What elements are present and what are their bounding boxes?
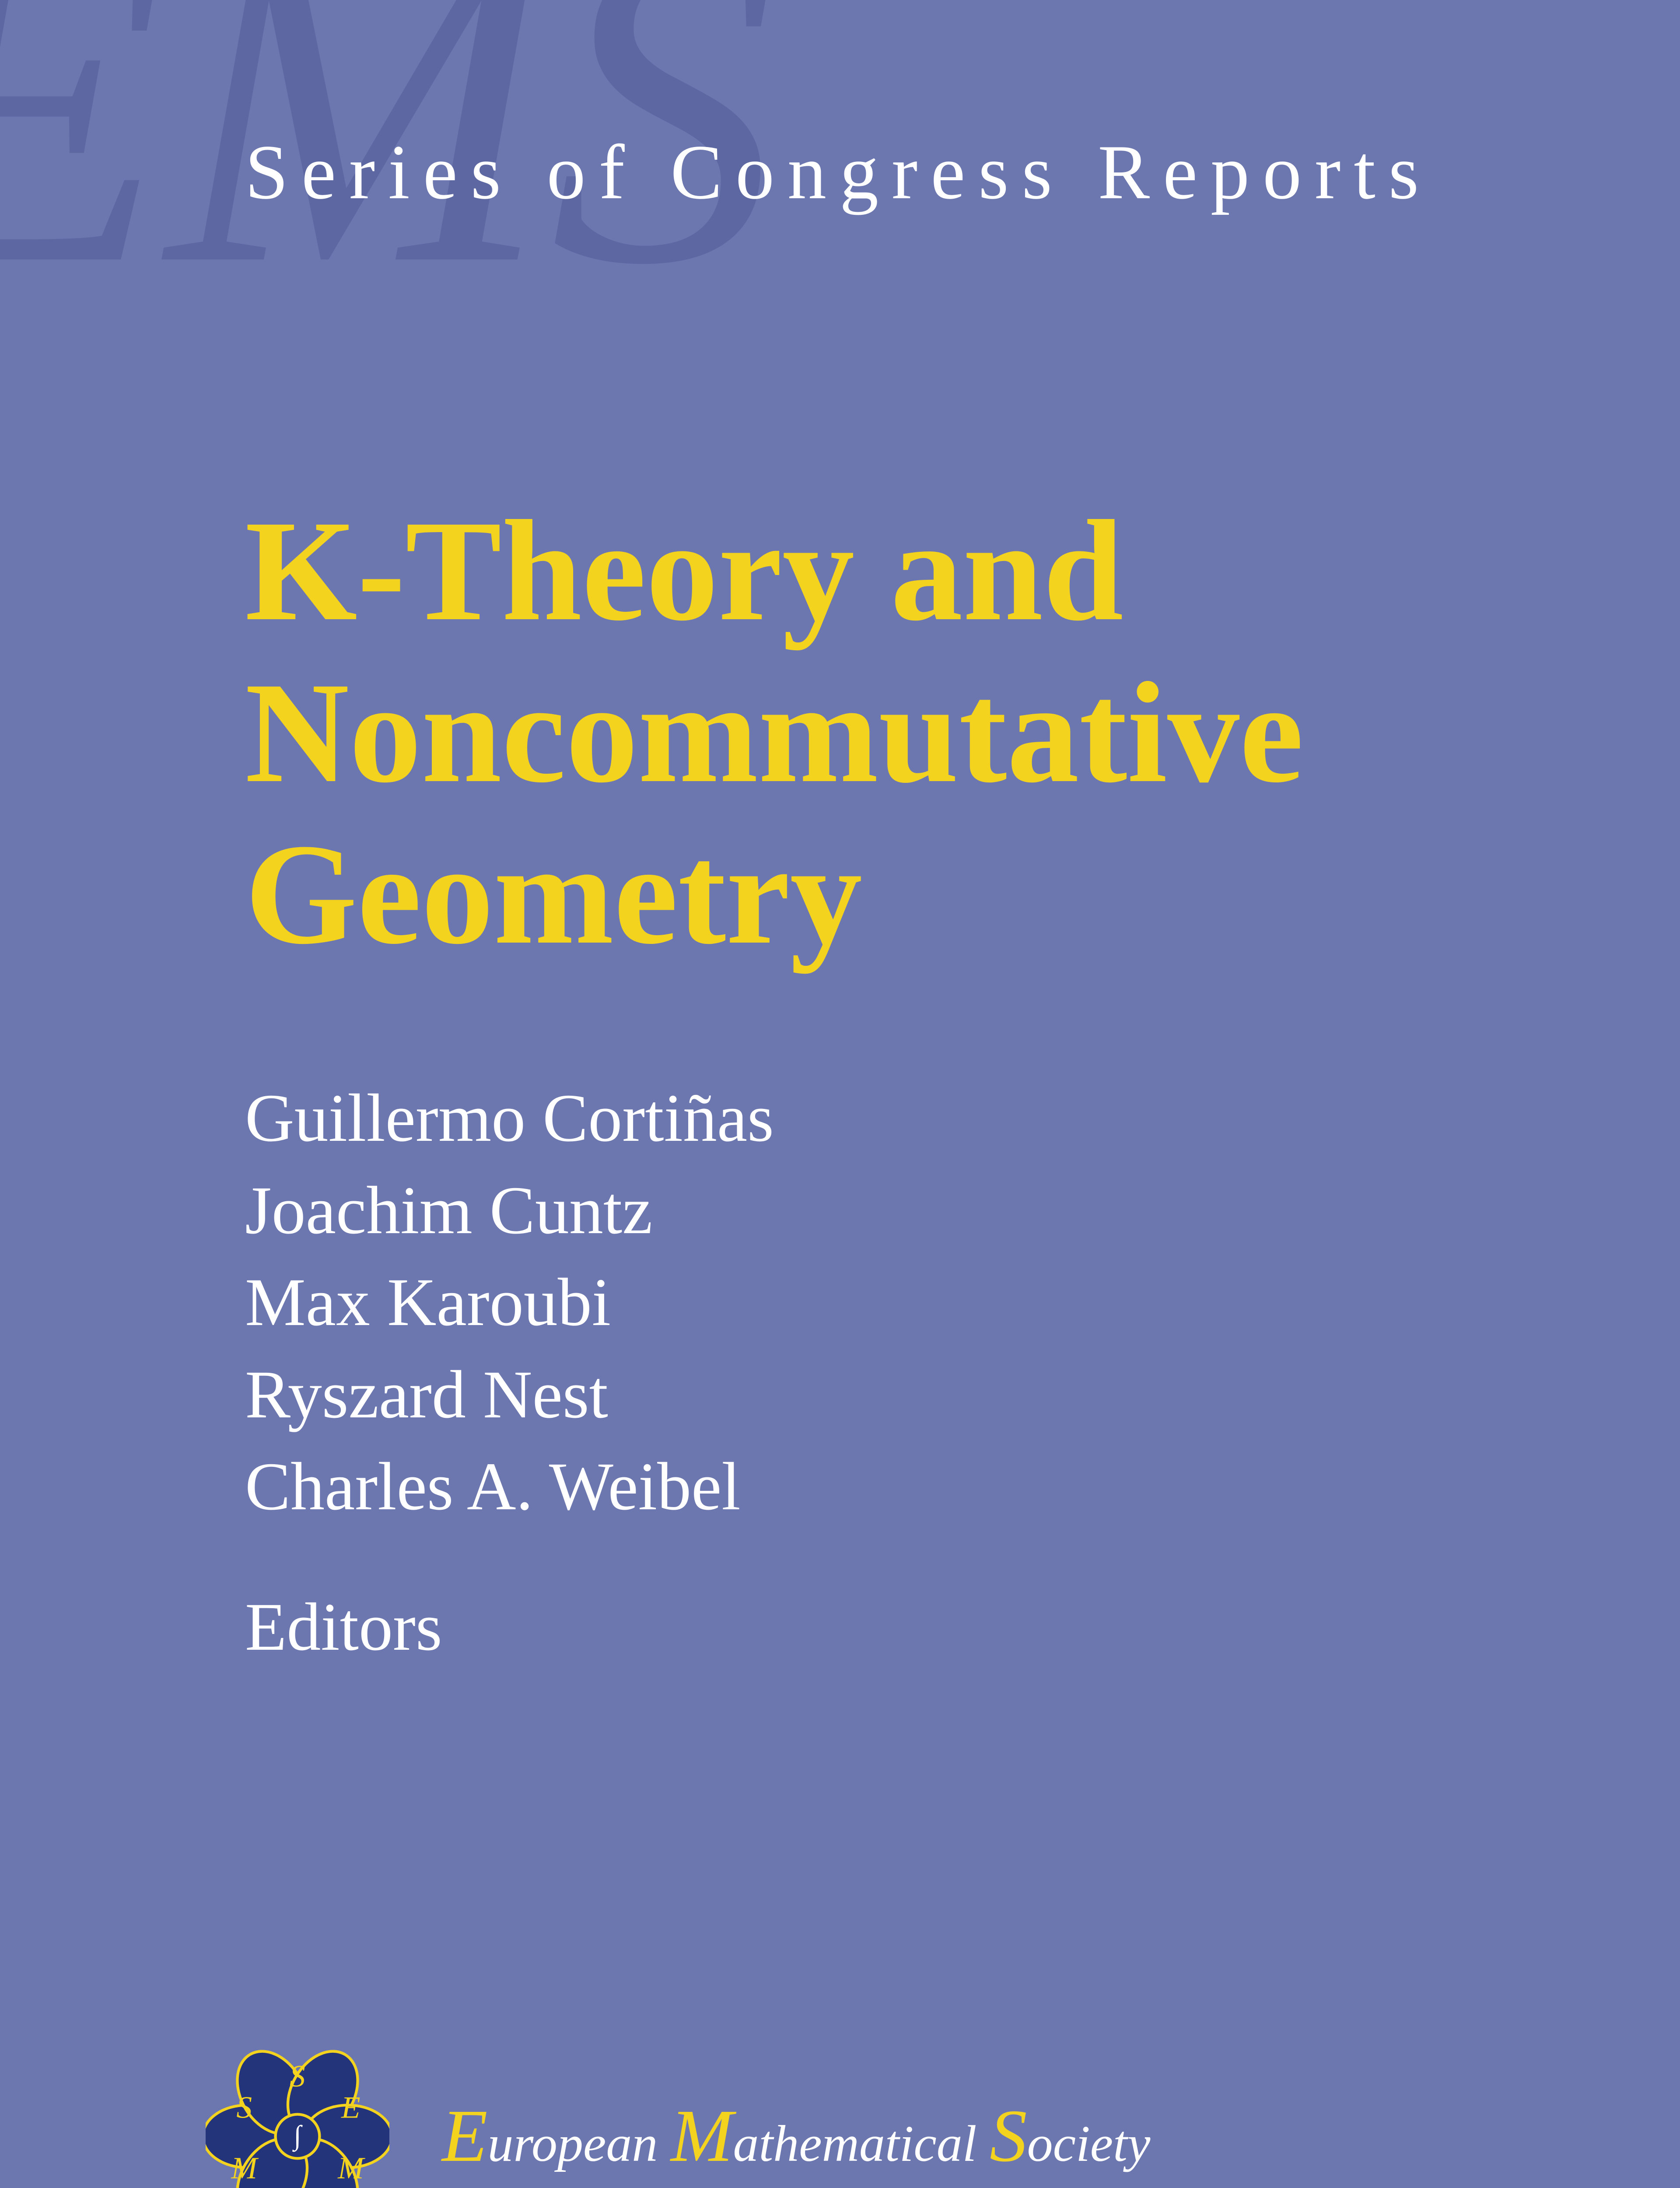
footer: SEMEMS∫ European Mathematical Society xyxy=(206,2044,1150,2188)
title-line-2: Noncommutative xyxy=(245,652,1304,814)
svg-text:S: S xyxy=(236,2090,252,2125)
svg-text:M: M xyxy=(337,2151,365,2185)
publisher-rest-3: ociety xyxy=(1027,2115,1151,2172)
series-title: Series of Congress Reports xyxy=(245,127,1432,217)
book-title: K-Theory and Noncommutative Geometry xyxy=(245,490,1304,975)
svg-text:M: M xyxy=(231,2151,259,2185)
publisher-rest-1: uropean xyxy=(488,2115,658,2172)
editors-block: Guillermo CortiñasJoachim CuntzMax Karou… xyxy=(245,1072,774,1673)
publisher-name: European Mathematical Society xyxy=(442,2093,1150,2179)
publisher-cap-3: S xyxy=(990,2095,1027,2177)
publisher-cap-2: M xyxy=(671,2095,733,2177)
ems-logo-svg: SEMEMS∫ xyxy=(206,2044,389,2188)
title-line-3: Geometry xyxy=(245,813,1304,975)
editor-name: Joachim Cuntz xyxy=(245,1164,774,1257)
publisher-rest-2: athematical xyxy=(733,2115,976,2172)
svg-text:E: E xyxy=(341,2090,360,2125)
editor-name: Max Karoubi xyxy=(245,1256,774,1349)
ems-logo: SEMEMS∫ xyxy=(206,2044,389,2188)
svg-text:E: E xyxy=(287,2182,307,2188)
book-cover: EMS Series of Congress Reports K-Theory … xyxy=(0,0,1680,2188)
editors-list: Guillermo CortiñasJoachim CuntzMax Karou… xyxy=(245,1072,774,1533)
editor-name: Charles A. Weibel xyxy=(245,1441,774,1533)
editor-name: Ryszard Nest xyxy=(245,1349,774,1441)
publisher-cap-1: E xyxy=(442,2095,488,2177)
editor-name: Guillermo Cortiñas xyxy=(245,1072,774,1164)
svg-text:∫: ∫ xyxy=(292,2120,303,2152)
title-line-1: K-Theory and xyxy=(245,490,1304,652)
svg-text:S: S xyxy=(290,2059,305,2093)
editors-label: Editors xyxy=(245,1581,774,1673)
